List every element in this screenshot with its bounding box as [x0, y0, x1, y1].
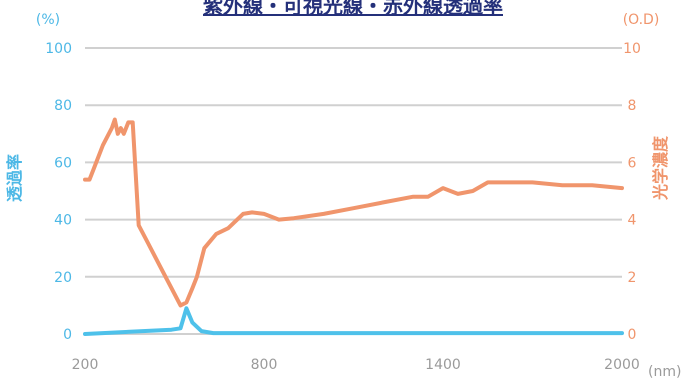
right-axis-ticks: 0 2 4 6 8 10: [623, 41, 641, 343]
optical-density-line: [83, 117, 624, 308]
right-tick-label: 0: [628, 327, 637, 343]
x-tick-label: 2000: [604, 357, 640, 373]
x-axis-unit: (nm): [648, 364, 681, 380]
left-tick-label: 20: [54, 270, 72, 286]
left-axis-label: 透過率: [5, 154, 24, 202]
right-axis-label: 光学濃度: [651, 135, 670, 201]
left-tick-label: 80: [54, 98, 72, 114]
x-tick-label: 1400: [425, 357, 461, 373]
chart-title: 紫外線・可視光線・赤外線透過率: [203, 0, 503, 18]
right-tick-label: 6: [628, 155, 637, 171]
x-tick-label: 200: [72, 357, 99, 373]
right-tick-label: 4: [628, 213, 637, 229]
series-lines: [83, 117, 624, 336]
left-axis-ticks: 0 20 40 60 80 100: [45, 41, 72, 343]
x-axis-ticks: 200 800 1400 2000: [72, 357, 640, 373]
right-axis-unit: (O.D): [623, 12, 660, 28]
transmittance-line: [83, 306, 624, 336]
x-tick-label: 800: [251, 357, 278, 373]
grid-lines: [85, 47, 622, 335]
right-tick-label: 2: [628, 270, 637, 286]
right-tick-label: 8: [628, 98, 637, 114]
left-tick-label: 0: [63, 327, 72, 343]
left-axis-unit: (%): [36, 12, 60, 28]
right-tick-label: 10: [623, 41, 641, 57]
left-tick-label: 40: [54, 213, 72, 229]
left-tick-label: 60: [54, 155, 72, 171]
left-tick-label: 100: [45, 41, 72, 57]
